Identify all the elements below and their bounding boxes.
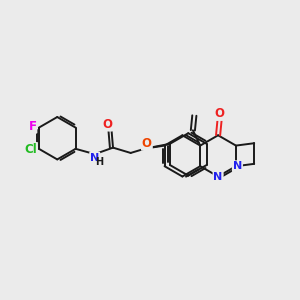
- Text: Cl: Cl: [24, 143, 37, 156]
- Text: N: N: [214, 172, 223, 182]
- Text: H: H: [95, 158, 103, 167]
- Text: N: N: [90, 153, 99, 163]
- Text: O: O: [214, 107, 225, 120]
- Text: N: N: [233, 161, 242, 171]
- Text: F: F: [28, 120, 36, 133]
- Text: O: O: [142, 137, 152, 150]
- Text: O: O: [102, 118, 112, 130]
